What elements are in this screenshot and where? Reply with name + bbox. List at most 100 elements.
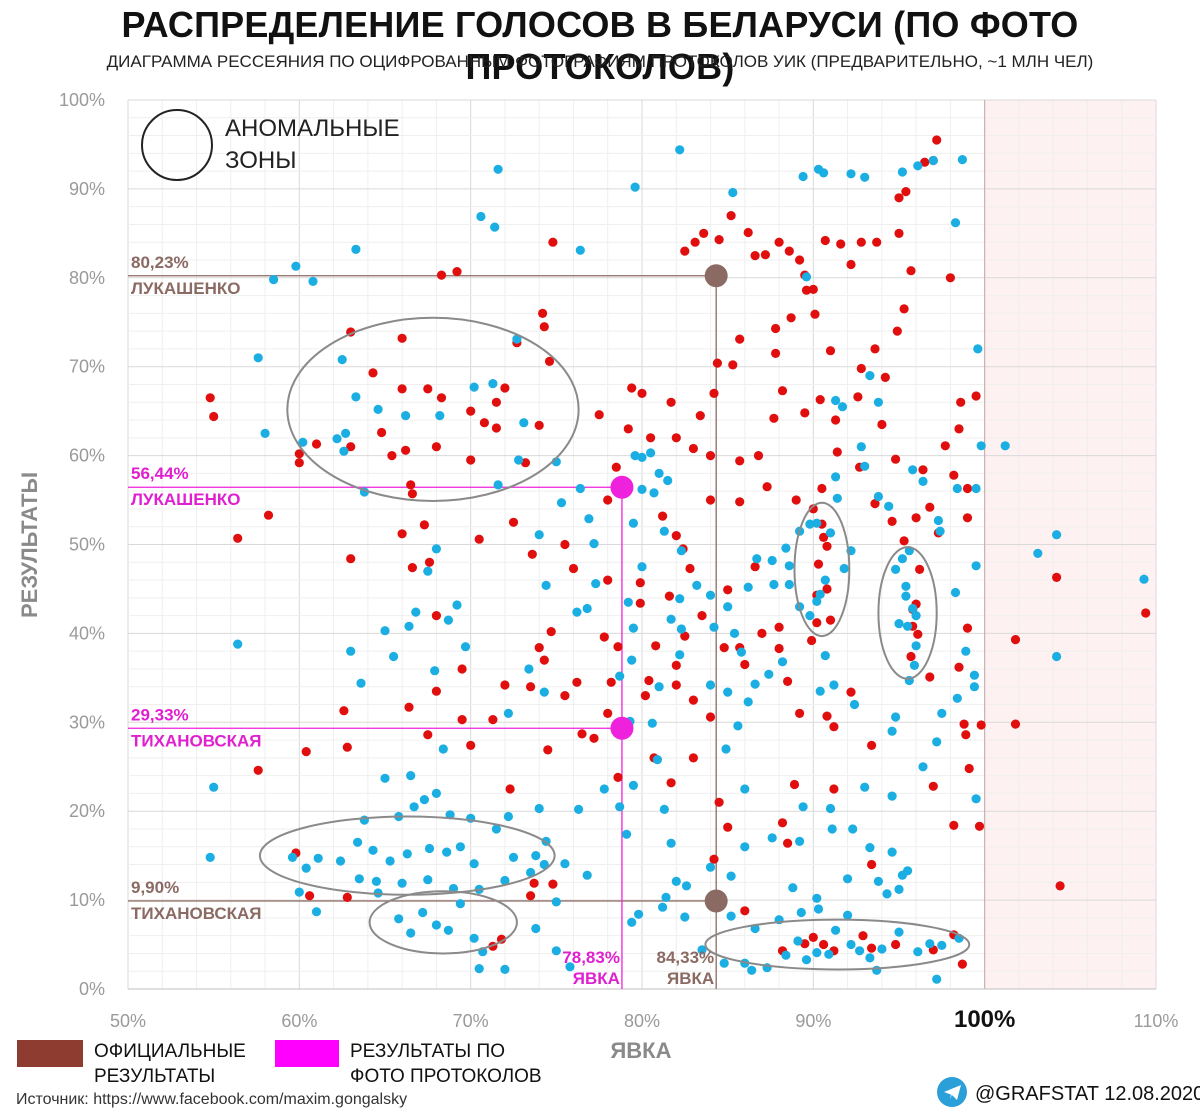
point-tikhanovskaya: [860, 172, 870, 182]
point-tikhanovskaya: [469, 382, 479, 392]
point-tikhanovskaya: [820, 651, 830, 661]
point-lukashenko: [397, 333, 407, 343]
point-lukashenko: [714, 797, 724, 807]
point-lukashenko: [735, 456, 745, 466]
legend-photo-line2: ФОТО ПРОТОКОЛОВ: [350, 1066, 542, 1087]
point-lukashenko: [466, 740, 476, 751]
point-tikhanovskaya: [615, 671, 625, 681]
point-tikhanovskaya: [572, 607, 582, 617]
point-tikhanovskaya: [435, 411, 445, 421]
point-tikhanovskaya: [784, 561, 794, 571]
point-lukashenko: [543, 745, 553, 755]
point-lukashenko: [872, 237, 882, 247]
x-tick-label: 60%: [281, 1011, 317, 1031]
point-tikhanovskaya: [637, 562, 647, 572]
point-tikhanovskaya: [950, 587, 961, 598]
point-tikhanovskaya: [341, 428, 351, 438]
point-tikhanovskaya: [675, 650, 685, 660]
point-tikhanovskaya: [615, 802, 625, 812]
point-lukashenko: [949, 470, 959, 480]
point-tikhanovskaya: [767, 833, 777, 843]
point-lukashenko: [688, 753, 699, 763]
point-lukashenko: [534, 643, 544, 653]
point-lukashenko: [891, 939, 901, 950]
point-tikhanovskaya: [795, 836, 805, 847]
point-lukashenko: [294, 458, 304, 468]
point-tikhanovskaya: [815, 589, 825, 599]
y-tick-label: 90%: [69, 179, 105, 199]
point-tikhanovskaya: [798, 171, 808, 182]
point-tikhanovskaya: [873, 876, 884, 887]
point-lukashenko: [685, 563, 695, 574]
point-lukashenko: [894, 193, 904, 203]
point-tikhanovskaya: [455, 842, 465, 852]
point-tikhanovskaya: [394, 914, 404, 924]
point-tikhanovskaya: [750, 679, 760, 689]
point-tikhanovskaya: [848, 824, 858, 834]
point-tikhanovskaya: [971, 483, 981, 494]
point-lukashenko: [431, 611, 441, 621]
point-lukashenko: [801, 285, 812, 295]
point-tikhanovskaya: [389, 651, 399, 662]
point-tikhanovskaya: [925, 939, 935, 949]
point-lukashenko: [263, 510, 274, 520]
point-tikhanovskaya: [628, 780, 639, 791]
point-lukashenko: [777, 386, 788, 396]
point-lukashenko: [858, 931, 868, 941]
point-lukashenko: [846, 687, 856, 697]
point-tikhanovskaya: [812, 596, 822, 607]
official-result-marker: [704, 264, 728, 288]
point-lukashenko: [961, 730, 971, 740]
point-lukashenko: [783, 838, 793, 848]
marker-name-label: ТИХАНОВСКАЯ: [131, 731, 262, 750]
point-lukashenko: [769, 413, 779, 423]
point-tikhanovskaya: [409, 802, 419, 812]
point-lukashenko: [825, 615, 836, 625]
point-lukashenko: [807, 635, 817, 646]
point-tikhanovskaya: [932, 974, 942, 984]
point-lukashenko: [233, 533, 243, 543]
point-lukashenko: [940, 441, 950, 451]
point-tikhanovskaya: [646, 448, 656, 458]
anomaly-legend-line1: АНОМАЛЬНЫЕ: [225, 115, 400, 142]
point-lukashenko: [774, 643, 784, 654]
point-lukashenko: [836, 239, 846, 249]
point-tikhanovskaya: [812, 518, 822, 528]
point-tikhanovskaya: [623, 597, 633, 607]
point-lukashenko: [1055, 881, 1065, 891]
point-tikhanovskaya: [541, 580, 551, 591]
point-lukashenko: [423, 730, 433, 740]
point-tikhanovskaya: [582, 603, 592, 614]
point-lukashenko: [423, 384, 433, 394]
point-tikhanovskaya: [287, 852, 298, 863]
point-lukashenko: [377, 427, 387, 438]
point-tikhanovskaya: [551, 897, 561, 907]
point-lukashenko: [431, 686, 441, 696]
point-lukashenko: [949, 820, 959, 831]
point-tikhanovskaya: [584, 514, 594, 524]
point-tikhanovskaya: [556, 498, 567, 508]
point-tikhanovskaya: [469, 859, 479, 869]
point-lukashenko: [920, 157, 930, 167]
point-tikhanovskaya: [675, 145, 685, 155]
point-tikhanovskaya: [815, 686, 825, 696]
point-lukashenko: [436, 393, 447, 403]
point-tikhanovskaya: [933, 515, 944, 526]
anomaly-legend-line2: ЗОНЫ: [225, 147, 296, 174]
point-tikhanovskaya: [676, 624, 687, 634]
legend-official-line2: РЕЗУЛЬТАТЫ: [94, 1066, 215, 1087]
point-tikhanovskaya: [860, 782, 870, 792]
point-lukashenko: [699, 228, 709, 238]
point-tikhanovskaya: [622, 829, 632, 839]
point-tikhanovskaya: [560, 859, 570, 869]
point-tikhanovskaya: [652, 755, 663, 765]
legend-swatch-official: [17, 1040, 83, 1067]
point-lukashenko: [771, 323, 781, 334]
point-lukashenko: [753, 451, 764, 461]
point-lukashenko: [560, 691, 570, 701]
point-tikhanovskaya: [801, 272, 812, 282]
point-lukashenko: [500, 680, 510, 690]
point-tikhanovskaya: [438, 744, 448, 754]
anomaly-legend-circle: [141, 109, 213, 181]
point-tikhanovskaya: [373, 888, 383, 898]
